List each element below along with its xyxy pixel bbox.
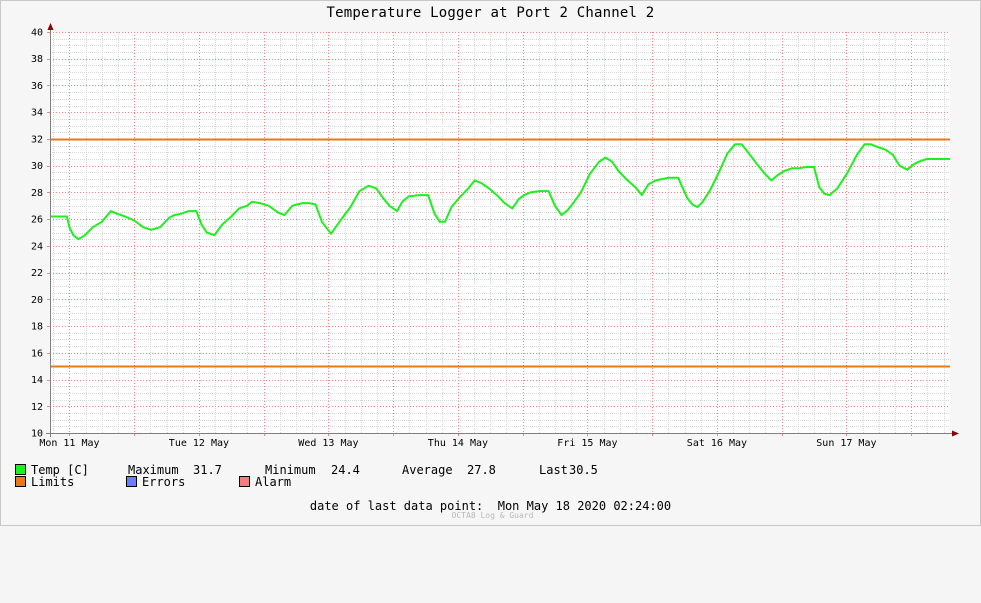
y-tick-labels: 10 12 14 16 18 20 22 24 26 28 30 32 34 36 38 40 — [31, 28, 43, 440]
chart-plot: 10 12 14 16 18 20 22 24 26 28 30 32 34 36 38 40 Mon 11 … — [31, 23, 959, 449]
y-tick-label: 28 — [31, 188, 43, 199]
x-tick-label: Thu 14 May — [428, 438, 488, 449]
y-tick-label: 36 — [31, 81, 43, 92]
legend-temp: Temp [C] — [15, 463, 89, 477]
x-axis-arrow — [952, 430, 959, 437]
y-tick-label: 16 — [31, 348, 43, 359]
axes — [46, 23, 959, 437]
last-data-point: date of last data point: Mon May 18 2020… — [0, 499, 981, 513]
legend-limits: Limits — [15, 475, 74, 489]
x-tick-label: Wed 13 May — [298, 438, 358, 449]
x-tick-label: Sat 16 May — [687, 438, 747, 449]
y-tick-label: 30 — [31, 161, 43, 172]
y-tick-label: 40 — [31, 28, 43, 39]
alarm-swatch — [239, 476, 250, 487]
y-tick-label: 10 — [31, 429, 43, 440]
temp-series-line — [50, 143, 950, 241]
legend-temp-label: Temp [C] — [31, 463, 89, 477]
legend-row-2: Limits Errors Alarm — [15, 475, 291, 489]
x-tick-label: Mon 11 May — [39, 438, 99, 449]
errors-swatch — [126, 476, 137, 487]
x-tick-label: Tue 12 May — [169, 438, 229, 449]
stat-avg-label: Average — [402, 463, 453, 477]
stat-min-value: 24.4 — [331, 463, 360, 477]
major-grid — [50, 32, 950, 434]
y-tick-label: 20 — [31, 295, 43, 306]
legend-limits-label: Limits — [31, 475, 75, 489]
legend-row-1: Temp [C] Maximum 31.7 Minimum 24.4 Avera… — [15, 463, 598, 477]
watermark: OCTA8 Log & Guard — [451, 511, 534, 520]
chart-title: Temperature Logger at Port 2 Channel 2 — [326, 5, 655, 21]
y-tick-label: 34 — [31, 108, 43, 119]
stat-avg-value: 27.8 — [467, 463, 496, 477]
stat-last-value: 30.5 — [569, 463, 598, 477]
series-layer — [50, 143, 950, 241]
limits-swatch — [15, 476, 26, 487]
legend-errors: Errors — [126, 475, 185, 489]
last-date-value: Mon May 18 2020 02:24:00 — [497, 499, 672, 513]
x-tick-label: Sun 17 May — [816, 438, 876, 449]
y-axis-arrow — [47, 23, 54, 30]
legend-errors-label: Errors — [142, 475, 186, 489]
legend-alarm: Alarm — [239, 475, 291, 489]
y-tick-label: 18 — [31, 322, 43, 333]
y-tick-label: 12 — [31, 402, 43, 413]
stat-max-value: 31.7 — [193, 463, 222, 477]
stat-min-label: Minimum — [265, 463, 316, 477]
stat-max-label: Maximum — [128, 463, 179, 477]
y-tick-label: 26 — [31, 215, 43, 226]
y-tick-label: 22 — [31, 268, 43, 279]
stat-last-label: Last — [539, 463, 568, 477]
temp-swatch — [15, 464, 26, 475]
x-tick-label: Fri 15 May — [557, 438, 617, 449]
last-date-label: date of last data point: — [309, 499, 484, 513]
y-tick-label: 14 — [31, 375, 43, 386]
y-tick-label: 32 — [31, 134, 43, 145]
limit-lines — [50, 138, 950, 368]
x-tick-labels: Mon 11 May Tue 12 May Wed 13 May Thu 14 May… — [39, 438, 876, 449]
legend-alarm-label: Alarm — [255, 475, 292, 489]
y-tick-label: 38 — [31, 54, 43, 65]
y-tick-label: 24 — [31, 241, 43, 252]
